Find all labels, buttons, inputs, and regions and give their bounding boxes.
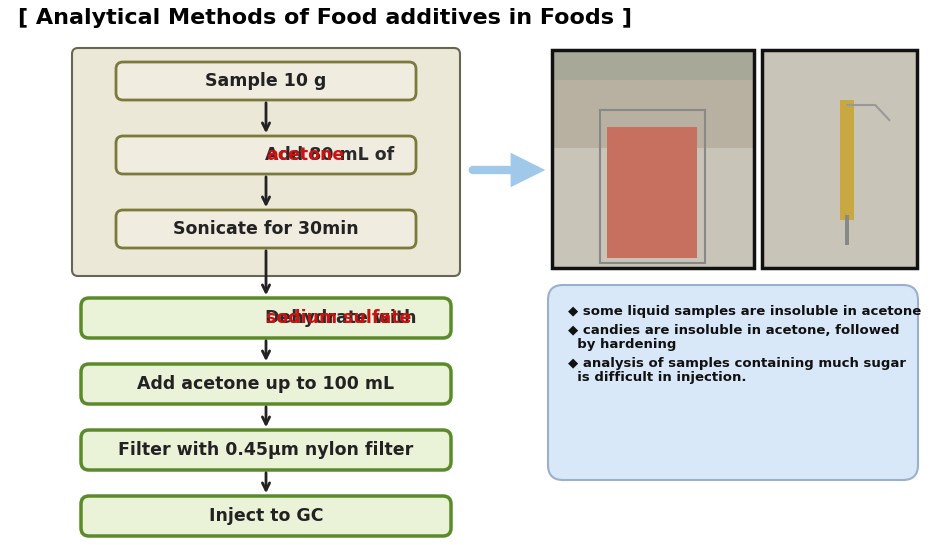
Bar [552, 50, 754, 268]
Text: [ Analytical Methods of Food additives in Foods ]: [ Analytical Methods of Food additives i… [18, 8, 632, 28]
Bar [607, 127, 697, 258]
Text: Add 80 mL of: Add 80 mL of [265, 146, 400, 164]
Bar [552, 148, 754, 268]
FancyBboxPatch shape [548, 285, 918, 480]
Bar [552, 50, 754, 268]
Text: ◆ some liquid samples are insoluble in acetone: ◆ some liquid samples are insoluble in a… [568, 305, 922, 318]
Text: Sample 10 g: Sample 10 g [206, 72, 326, 90]
FancyBboxPatch shape [116, 210, 416, 248]
Bar [600, 111, 705, 263]
Bar [762, 50, 917, 268]
FancyBboxPatch shape [81, 430, 451, 470]
FancyBboxPatch shape [81, 298, 451, 338]
Text: Add acetone up to 100 mL: Add acetone up to 100 mL [138, 375, 394, 393]
Text: Inject to GC: Inject to GC [208, 507, 324, 525]
FancyBboxPatch shape [116, 62, 416, 100]
Text: by hardening: by hardening [568, 338, 676, 351]
Text: is difficult in injection.: is difficult in injection. [568, 371, 747, 384]
Text: ◆ candies are insoluble in acetone, followed: ◆ candies are insoluble in acetone, foll… [568, 324, 899, 336]
Bar [840, 100, 855, 220]
FancyBboxPatch shape [116, 136, 416, 174]
Bar [552, 50, 754, 80]
FancyBboxPatch shape [72, 48, 460, 276]
Bar [762, 50, 917, 268]
Text: sodium sulfate: sodium sulfate [266, 309, 411, 327]
Text: ◆ analysis of samples containing much sugar: ◆ analysis of samples containing much su… [568, 356, 906, 370]
FancyBboxPatch shape [81, 496, 451, 536]
Text: Sonicate for 30min: Sonicate for 30min [173, 220, 359, 238]
Bar [845, 215, 849, 245]
FancyBboxPatch shape [81, 364, 451, 404]
Text: Filter with 0.45μm nylon filter: Filter with 0.45μm nylon filter [118, 441, 414, 459]
Text: acetone: acetone [266, 146, 344, 164]
Bar [762, 50, 917, 268]
Text: Dehydrate with: Dehydrate with [265, 309, 422, 327]
